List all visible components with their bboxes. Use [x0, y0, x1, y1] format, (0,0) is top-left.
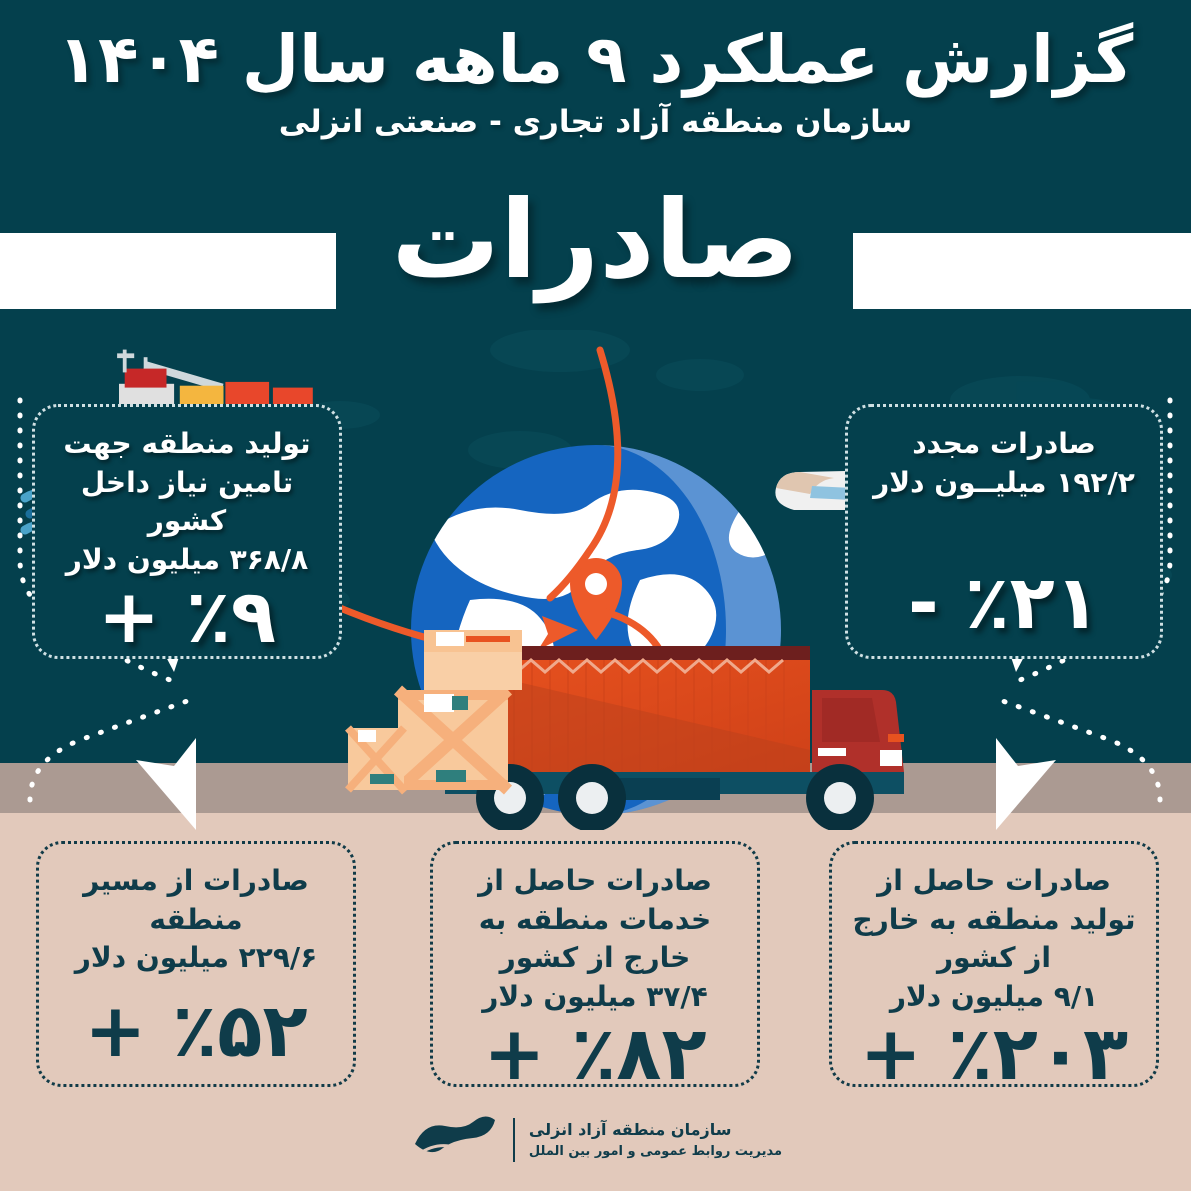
- stat-label: صادرات از مسیر منطقه: [83, 864, 309, 936]
- stat-amount: ۳۷/۴ میلیون دلار: [482, 979, 708, 1013]
- logo-org-line1: سازمان منطقه آزاد انزلی: [528, 1120, 732, 1140]
- stat-card-services-export[interactable]: صادرات حاصل از خدمات منطقه به خارج از کش…: [430, 841, 760, 1091]
- truck-wheel: [476, 764, 874, 830]
- anzali-free-zone-mark-icon: [414, 1116, 495, 1156]
- stat-card-export-via-region[interactable]: صادرات از مسیر منطقه ۲۲۹/۶ میلیون دلار +…: [36, 841, 356, 1087]
- stat-amount: ۳۶۸/۸ میلیون دلار: [65, 542, 309, 576]
- stat-percent-change: + ٪۲۰۳: [859, 1010, 1129, 1097]
- white-bar-left: [0, 233, 336, 309]
- stat-percent-change: - ٪۲۱: [908, 560, 1100, 646]
- organization-subtitle: سازمان منطقه آزاد تجاری - صنعتی انزلی: [278, 103, 913, 140]
- logo-text: سازمان منطقه آزاد انزلی مدیریت روابط عمو…: [529, 1118, 782, 1162]
- white-bar-right: [853, 233, 1191, 309]
- stat-percent-change: + ٪۹: [97, 573, 277, 660]
- stat-amount: ۱۹۲/۲ میلیــون دلار: [873, 465, 1135, 499]
- stat-label: تولید منطقه جهت تامین نیاز داخل کشور: [63, 427, 311, 538]
- stat-label: صادرات مجدد: [912, 427, 1096, 460]
- page-title: گزارش عملکرد ۹ ماهه سال ۱۴۰۴: [57, 21, 1134, 98]
- poster-header: گزارش عملکرد ۹ ماهه سال ۱۴۰۴ سازمان منطق…: [0, 0, 1191, 140]
- stat-label: صادرات حاصل از خدمات منطقه به خارج از کش…: [478, 864, 712, 975]
- footer-logo: سازمان منطقه آزاد انزلی مدیریت روابط عمو…: [0, 1103, 1191, 1177]
- stat-amount: ۹/۱ میلیون دلار: [889, 979, 1099, 1013]
- stat-percent-change: + ٪۸۲: [483, 1010, 707, 1097]
- stat-card-reexport[interactable]: صادرات مجدد ۱۹۲/۲ میلیــون دلار - ٪۲۱: [845, 404, 1163, 659]
- logo-divider: [512, 1118, 515, 1162]
- connector-dots: [17, 397, 1173, 803]
- wooden-crates-icon: [345, 630, 522, 795]
- stat-card-domestic-production[interactable]: تولید منطقه جهت تامین نیاز داخل کشور ۳۶۸…: [32, 404, 342, 659]
- stat-card-production-export[interactable]: صادرات حاصل از تولید منطقه به خارج از کش…: [829, 841, 1159, 1091]
- stat-label: صادرات حاصل از تولید منطقه به خارج از کش…: [852, 864, 1136, 975]
- location-pin-icon: [570, 558, 622, 640]
- section-title-exports: صادرات: [391, 178, 800, 303]
- trade-illustration: [17, 330, 1173, 830]
- stat-amount: ۲۲۹/۶ میلیون دلار: [74, 941, 318, 975]
- logo-org-line2: مدیریت روابط عمومی و امور بین الملل: [528, 1144, 783, 1160]
- stat-percent-change: + ٪۵۲: [84, 988, 308, 1074]
- section-title-strip: صادرات: [0, 187, 1191, 313]
